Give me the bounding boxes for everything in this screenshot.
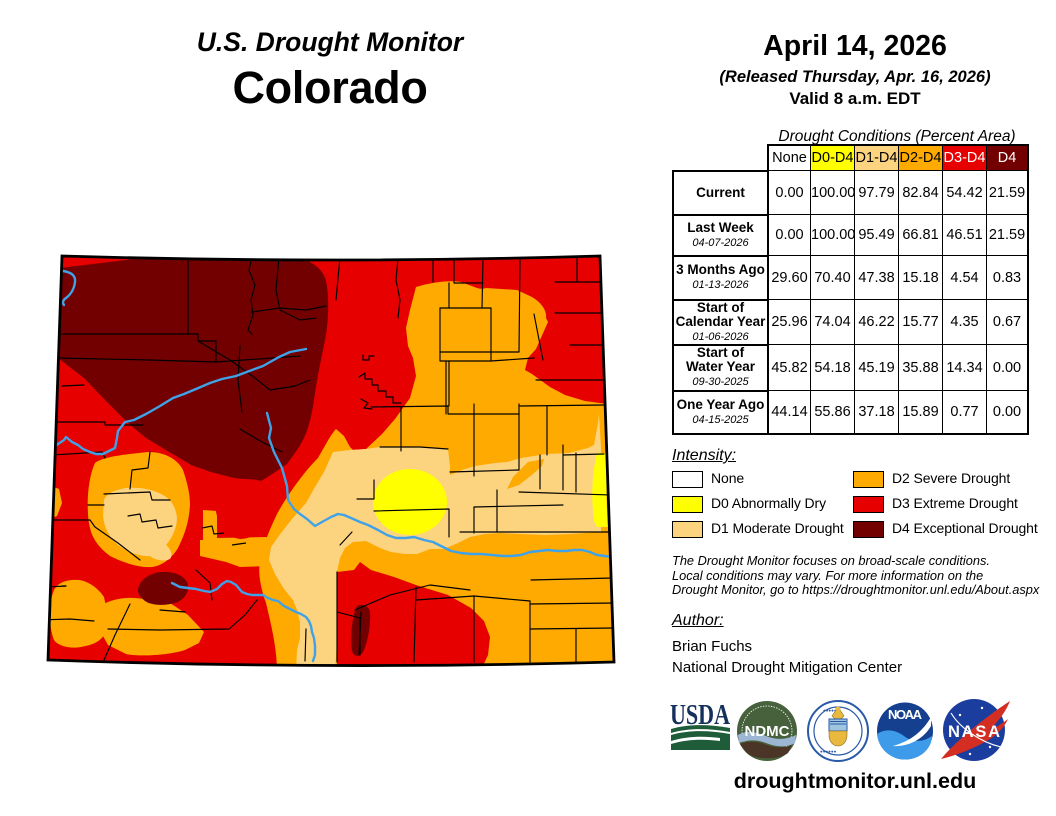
svg-text:●●●●●: ●●●●● — [823, 708, 837, 713]
svg-text:●●●●●●: ●●●●●● — [820, 749, 837, 754]
svg-text:NDMC: NDMC — [745, 723, 790, 740]
svg-text:NOAA: NOAA — [888, 707, 923, 722]
